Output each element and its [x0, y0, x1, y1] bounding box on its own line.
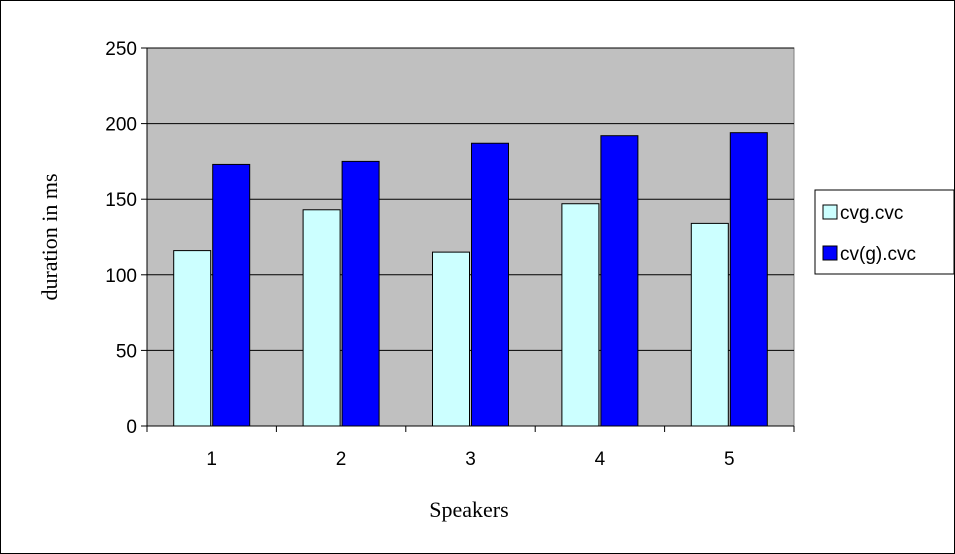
legend-label-cvg-cvc: cvg.cvc	[840, 203, 903, 224]
x-tick-label: 1	[206, 449, 217, 470]
x-tick-label: 3	[465, 449, 476, 470]
y-tick-label: 150	[105, 190, 137, 211]
x-axis-title: Speakers	[429, 497, 508, 522]
bar-cv-g-cvc-2	[341, 160, 380, 427]
bar-cv-g-cvc-1	[212, 163, 251, 427]
bar-cv-g-cvc-3	[471, 142, 509, 427]
gridlines	[147, 47, 794, 351]
legend-swatch-cv-g-cvc	[822, 245, 838, 261]
y-tick-label: 50	[116, 341, 137, 362]
legend-box	[814, 189, 954, 275]
x-tick-label: 4	[595, 449, 606, 470]
x-tick-label: 2	[336, 449, 347, 470]
y-tick-label: 200	[105, 115, 137, 136]
y-tick-label: 100	[105, 266, 137, 287]
bar-cvg-cvc-4	[561, 203, 600, 427]
y-axis-title: duration in ms	[37, 173, 62, 300]
bar-cvg-cvc-3	[432, 251, 470, 427]
bars	[173, 132, 768, 427]
y-tick-label: 250	[105, 39, 137, 60]
y-tick-label: 0	[126, 417, 137, 438]
tick-labels: 0 50 100 150 200 250 1 2 3 4 5	[105, 39, 734, 470]
x-tick-label: 5	[724, 449, 735, 470]
bar-cv-g-cvc-4	[600, 135, 639, 427]
bar-cvg-cvc-1	[173, 250, 212, 427]
legend-swatch-cvg-cvc	[822, 204, 838, 220]
bar-cvg-cvc-2	[302, 209, 341, 427]
bar-cvg-cvc-5	[690, 222, 729, 427]
plot-area	[146, 47, 795, 427]
axes	[141, 47, 795, 432]
legend: cvg.cvc cv(g).cvc	[814, 189, 954, 275]
bar-cv-g-cvc-5	[729, 132, 768, 427]
legend-label-cv-g-cvc: cv(g).cvc	[840, 244, 916, 265]
